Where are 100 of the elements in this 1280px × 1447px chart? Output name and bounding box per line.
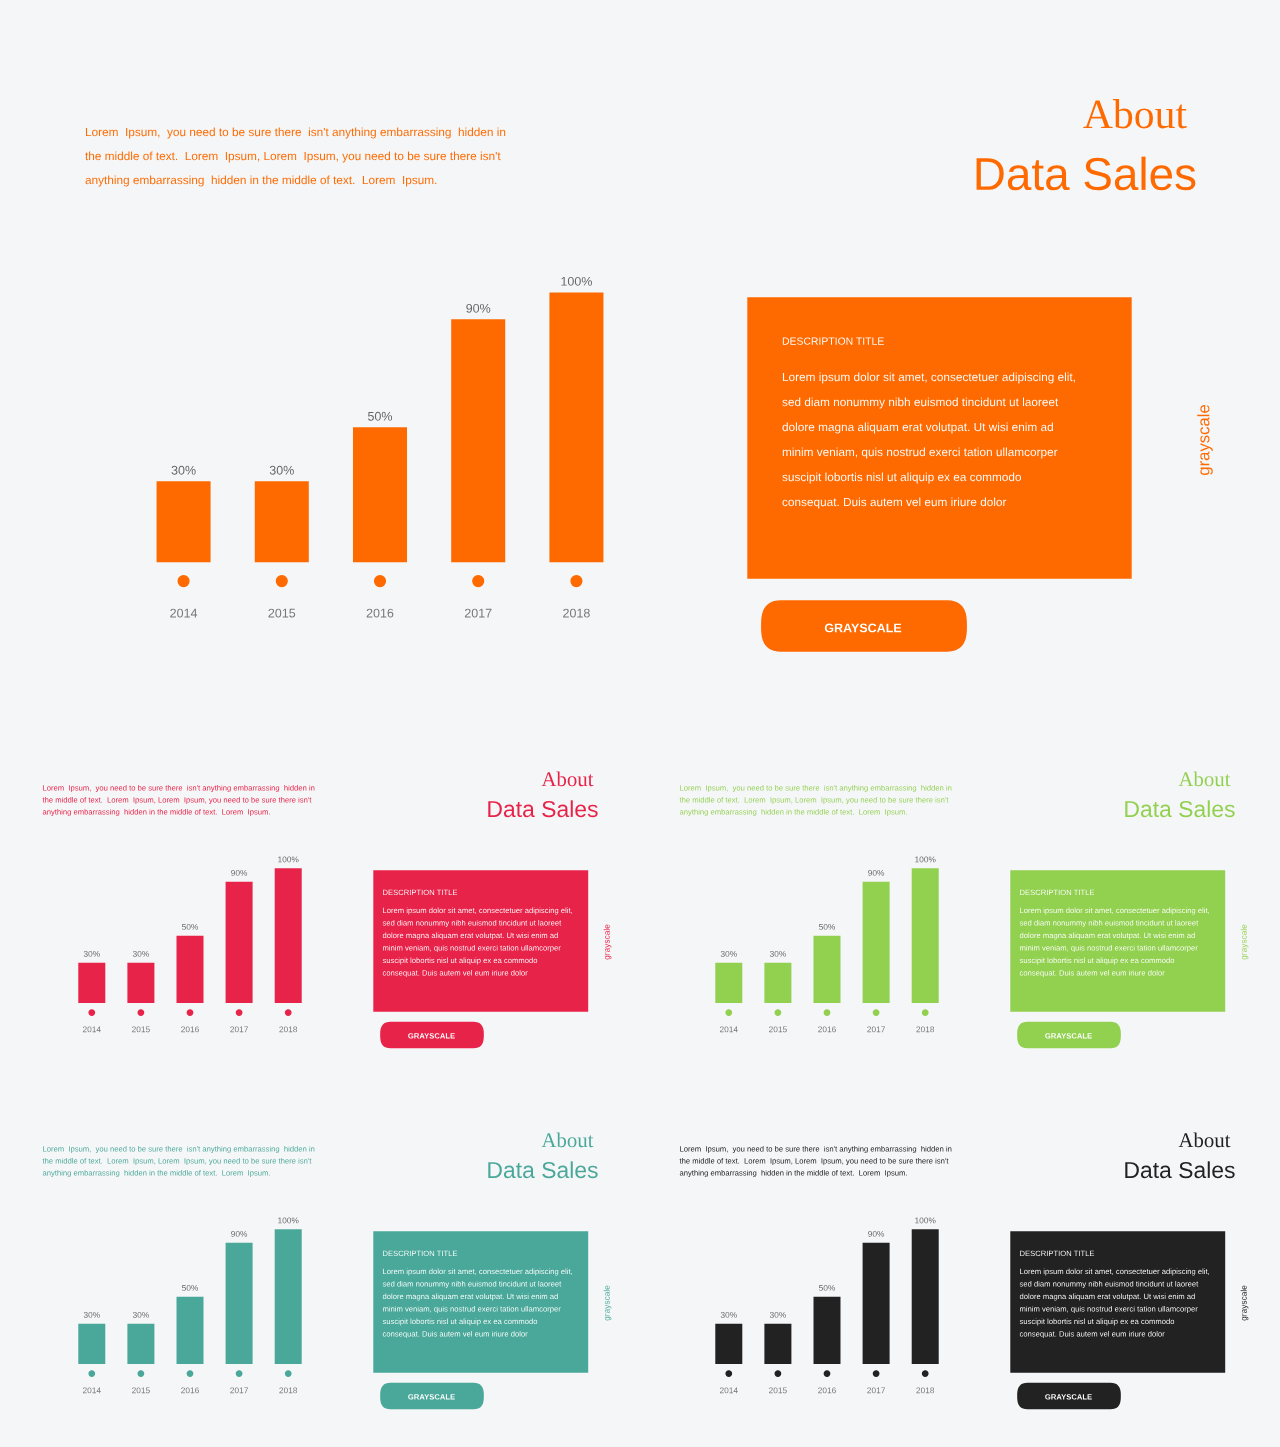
data-label: 50% <box>181 923 199 930</box>
text: sed diam nonummy nibh euismod tincidunt ut laoreet <box>782 397 1059 409</box>
x-tick-label: 2018 <box>916 1387 935 1394</box>
x-tick-label: 2017 <box>230 1026 248 1033</box>
bar <box>274 1229 302 1365</box>
text: GRAYSCALE <box>824 623 902 633</box>
text: minim veniam, quis nostrud exerci tation ullamcorper <box>782 447 1058 459</box>
data-label: 90% <box>231 1230 248 1237</box>
bar <box>225 881 253 1004</box>
text: grayscale <box>603 924 612 960</box>
x-tick-label: 2015 <box>769 1387 787 1394</box>
data-label: 100% <box>915 856 936 863</box>
x-tick-label: 2017 <box>867 1387 885 1394</box>
bar <box>911 1229 939 1365</box>
data-label: 100% <box>278 1217 299 1224</box>
bar <box>176 1296 204 1365</box>
bar <box>254 481 309 563</box>
text: the middle of text. Lorem Ipsum, Lorem Ipsum, you need to be sure there isn't <box>85 151 501 163</box>
bar <box>352 427 408 563</box>
bar <box>715 962 743 1004</box>
x-tick-label: 2016 <box>181 1387 199 1394</box>
x-tick-label: 2015 <box>132 1387 150 1394</box>
x-tick-label: 2016 <box>366 608 394 618</box>
bar <box>176 935 204 1004</box>
text: Lorem ipsum dolor sit amet, consectetuer adipiscing elit, <box>782 372 1075 384</box>
bar <box>274 868 302 1004</box>
x-tick-label: 2018 <box>916 1026 935 1033</box>
x-tick-label: 2014 <box>82 1026 101 1033</box>
data-label: 30% <box>132 950 149 957</box>
data-label: 90% <box>466 303 491 313</box>
text: Data Sales <box>976 156 1196 191</box>
text: consequat. Duis autem vel eum iriure dolor <box>782 497 1007 509</box>
x-tick-label: 2016 <box>818 1387 836 1394</box>
data-label: 50% <box>818 923 836 930</box>
x-tick-label: 2017 <box>867 1026 885 1033</box>
bar <box>127 962 155 1004</box>
x-tick-label: 2014 <box>719 1387 738 1394</box>
text: grayscale <box>1240 1285 1249 1321</box>
bar <box>911 868 939 1004</box>
x-tick-label: 2014 <box>719 1026 738 1033</box>
data-label: 50% <box>367 411 393 421</box>
data-label: 30% <box>83 1311 100 1318</box>
bar <box>549 292 604 563</box>
x-tick-label: 2014 <box>170 608 198 618</box>
x-tick-label: 2018 <box>279 1026 298 1033</box>
bar <box>451 319 506 563</box>
text: About <box>1178 1132 1231 1148</box>
x-tick-label: 2015 <box>268 608 296 618</box>
text: grayscale <box>603 1285 612 1321</box>
x-tick-label: 2016 <box>818 1026 836 1033</box>
text: Lorem Ipsum, you need to be sure there isn't anything embarrassing hidden in <box>85 127 506 139</box>
data-label: 30% <box>720 950 737 957</box>
data-label: 30% <box>171 465 196 475</box>
text: grayscale <box>1240 924 1249 960</box>
x-tick-label: 2015 <box>769 1026 787 1033</box>
bar <box>862 1242 890 1365</box>
bar <box>715 1323 743 1365</box>
data-label: 50% <box>818 1284 836 1291</box>
text: Data Sales <box>1125 800 1235 818</box>
text: About <box>1083 99 1187 129</box>
x-tick-label: 2017 <box>230 1387 248 1394</box>
x-tick-label: 2018 <box>563 608 590 618</box>
bar <box>78 962 106 1004</box>
x-tick-label: 2017 <box>464 608 492 618</box>
bar <box>127 1323 155 1365</box>
data-label: 50% <box>181 1284 199 1291</box>
bar <box>225 1242 253 1365</box>
data-label: 30% <box>83 950 100 957</box>
text: anything embarrassing hidden in the middle of text. Lorem Ipsum. <box>85 175 437 187</box>
x-tick-label: 2015 <box>132 1026 150 1033</box>
text: DESCRIPTION TITLE <box>782 337 884 345</box>
bar <box>764 962 792 1004</box>
text: About <box>541 1132 594 1148</box>
data-label: 90% <box>868 1230 885 1237</box>
text: About <box>1178 771 1231 787</box>
data-label: 30% <box>132 1311 149 1318</box>
bar <box>78 1323 106 1365</box>
text: Data Sales <box>488 1161 598 1179</box>
text: About <box>541 771 594 787</box>
text: grayscale <box>1197 405 1213 475</box>
data-label: 90% <box>231 869 248 876</box>
data-label: 30% <box>720 1311 737 1318</box>
bar <box>862 881 890 1004</box>
x-tick-label: 2018 <box>279 1387 298 1394</box>
data-label: 30% <box>769 950 786 957</box>
data-label: 30% <box>269 465 294 475</box>
data-label: 30% <box>769 1311 786 1318</box>
bar <box>813 935 841 1004</box>
data-label: 100% <box>561 276 592 286</box>
text: Data Sales <box>488 800 598 818</box>
x-tick-label: 2014 <box>82 1387 101 1394</box>
data-label: 90% <box>868 869 885 876</box>
text: suscipit lobortis nisl ut aliquip ex ea commodo <box>782 472 1022 484</box>
data-label: 100% <box>915 1217 936 1224</box>
x-tick-label: 2016 <box>181 1026 199 1033</box>
text: dolore magna aliquam erat volutpat. Ut wisi enim ad <box>782 422 1053 434</box>
data-label: 100% <box>278 856 299 863</box>
bar <box>156 481 211 563</box>
bar <box>813 1296 841 1365</box>
text: Data Sales <box>1125 1161 1235 1179</box>
